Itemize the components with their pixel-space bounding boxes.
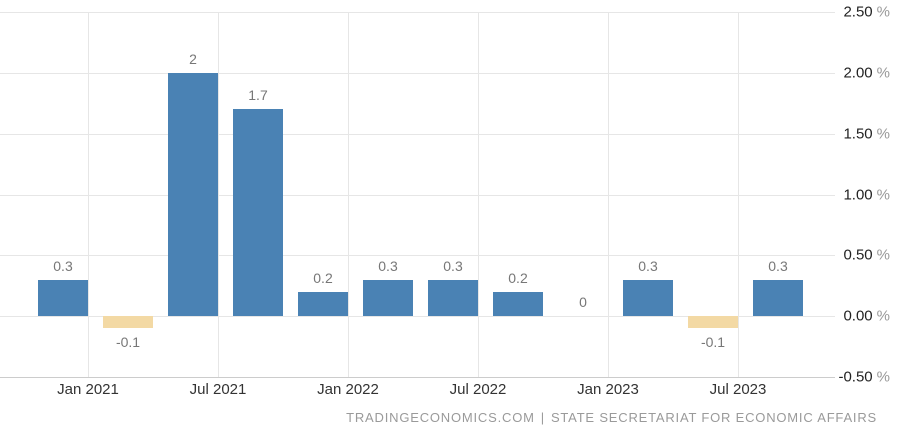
gridline-vertical [218, 12, 219, 377]
bar-positive[interactable] [753, 279, 803, 317]
y-axis-tick-label: -0.50% [838, 368, 890, 386]
y-axis-tick-label: 0.50% [843, 246, 890, 264]
gridline-horizontal [0, 73, 835, 74]
bar-value-label: 0.2 [508, 269, 528, 286]
attribution-source-site: TRADINGECONOMICS.COM [346, 410, 535, 425]
x-axis-tick-label: Jul 2022 [449, 381, 507, 398]
attribution-source-provider: STATE SECRETARIAT FOR ECONOMIC AFFAIRS [550, 410, 877, 425]
bar-value-label: 2 [189, 50, 197, 67]
plot-area [0, 12, 835, 378]
bar-positive[interactable] [623, 279, 673, 317]
bar-value-label: -0.1 [115, 334, 141, 351]
gridline-horizontal [0, 195, 835, 196]
bar-positive[interactable] [298, 291, 348, 317]
bar-negative[interactable] [688, 316, 738, 329]
bar-value-label: 0.3 [768, 257, 788, 274]
bar-value-label: 0.3 [443, 257, 463, 274]
bar-positive[interactable] [38, 279, 88, 317]
gridline-horizontal [0, 255, 835, 256]
bar-positive[interactable] [493, 291, 543, 317]
bar-value-label: 0.2 [313, 269, 333, 286]
y-axis-tick-label: 2.00% [843, 64, 890, 82]
gridline-horizontal [0, 12, 835, 13]
x-axis-tick-label: Jan 2022 [317, 381, 379, 398]
x-axis-line [0, 377, 835, 378]
bar-value-label: 1.7 [248, 87, 268, 104]
x-axis-tick-label: Jul 2021 [189, 381, 247, 398]
gridline-vertical [738, 12, 739, 377]
y-axis-tick-label: 1.50% [843, 125, 890, 143]
y-axis-tick-label: 2.50% [843, 3, 890, 21]
gridline-vertical [478, 12, 479, 377]
bar-positive[interactable] [233, 109, 283, 317]
bar-value-label: 0.3 [378, 257, 398, 274]
x-axis-tick-label: Jan 2021 [57, 381, 119, 398]
bar-value-label: 0.3 [53, 257, 73, 274]
x-axis-tick-label: Jan 2023 [577, 381, 639, 398]
bar-positive[interactable] [363, 279, 413, 317]
bar-positive[interactable] [428, 279, 478, 317]
gridline-horizontal [0, 134, 835, 135]
gridline-vertical [88, 12, 89, 377]
attribution-footer: TRADINGECONOMICS.COM | STATE SECRETARIAT F… [346, 410, 877, 425]
bar-value-label: 0.3 [638, 257, 658, 274]
gridline-horizontal [0, 316, 835, 317]
x-axis-tick-label: Jul 2023 [709, 381, 767, 398]
y-axis-tick-label: 0.00% [843, 307, 890, 325]
attribution-separator: | [540, 410, 545, 425]
y-axis-tick-label: 1.00% [843, 186, 890, 204]
bar-value-label: 0 [579, 294, 587, 311]
gridline-vertical [608, 12, 609, 377]
gridline-vertical [348, 12, 349, 377]
bar-negative[interactable] [103, 316, 153, 329]
bar-value-label: -0.1 [700, 334, 726, 351]
bar-positive[interactable] [168, 72, 218, 317]
